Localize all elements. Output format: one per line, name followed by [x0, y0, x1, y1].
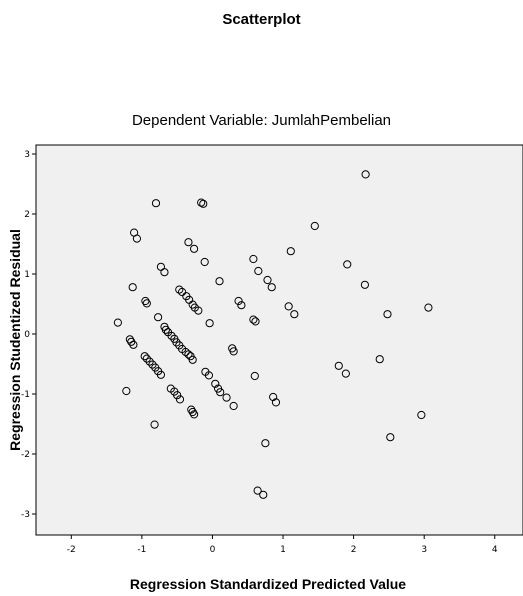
- scatter-point: [175, 285, 184, 294]
- y-tick-label: -2: [21, 450, 30, 460]
- scatter-point: [154, 313, 163, 322]
- scatter-point: [417, 410, 426, 420]
- scatter-point: [250, 371, 259, 381]
- scatter-point: [150, 420, 159, 429]
- scatter-point: [290, 310, 299, 319]
- x-tick-label: -2: [67, 545, 76, 555]
- scatter-point: [141, 296, 150, 306]
- scatter-point: [187, 405, 196, 414]
- y-axis-ticks: 3 2 1 0 -1 -2 -3: [21, 150, 36, 520]
- scatter-point: [229, 401, 238, 411]
- scatter-point: [160, 268, 169, 277]
- scatter-point: [178, 287, 187, 297]
- scatter-point: [341, 369, 350, 378]
- scatter-point: [375, 355, 384, 364]
- scatter-point: [261, 439, 270, 448]
- chart-subtitle: Dependent Variable: JumlahPembelian: [132, 112, 391, 129]
- y-tick-label: 1: [24, 270, 30, 280]
- scatter-point: [211, 379, 220, 388]
- scatter-point: [184, 350, 193, 359]
- scatter-point: [310, 221, 319, 231]
- scatter-point: [172, 338, 181, 347]
- scatter-point: [129, 340, 138, 349]
- scatter-point: [361, 170, 370, 179]
- scatter-point: [259, 490, 268, 499]
- scatter-point: [132, 234, 142, 243]
- scatter-point: [286, 247, 295, 256]
- x-tick-label: 3: [421, 545, 427, 555]
- scatter-point: [128, 283, 137, 292]
- x-tick-label: 2: [351, 545, 357, 555]
- scatter-point: [122, 386, 131, 396]
- y-axis-label: Regression Studentized Residual: [7, 229, 23, 451]
- scatter-point: [151, 199, 161, 208]
- chart-title: Scatterplot: [222, 11, 300, 28]
- scatter-point: [113, 318, 122, 327]
- scatter-point: [188, 355, 197, 364]
- scatter-point: [343, 260, 352, 269]
- scatter-point: [167, 331, 176, 340]
- scatter-point: [360, 280, 370, 289]
- y-tick-label: -1: [21, 390, 30, 400]
- scatter-point: [229, 347, 238, 356]
- y-tick-label: 0: [24, 330, 30, 340]
- scatter-point: [253, 486, 262, 495]
- scatter-points: [113, 170, 433, 499]
- scatter-point: [194, 306, 203, 315]
- scatter-point: [156, 370, 166, 379]
- scatter-point: [284, 302, 293, 311]
- scatter-point: [181, 347, 190, 357]
- scatter-point: [267, 283, 276, 292]
- scatter-point: [142, 299, 151, 308]
- scatter-point: [148, 360, 157, 369]
- scatter-point: [383, 310, 392, 319]
- scatter-point: [215, 277, 224, 286]
- plot-area: [35, 144, 523, 536]
- x-tick-label: 4: [492, 545, 498, 555]
- scatter-point: [334, 361, 343, 370]
- scatter-point: [205, 319, 214, 328]
- x-tick-label: -1: [137, 545, 146, 555]
- scatter-point: [184, 238, 193, 247]
- scatter-point: [175, 395, 185, 404]
- scatter-point: [200, 257, 209, 267]
- scatter-point: [189, 410, 199, 419]
- scatter-point: [234, 296, 243, 306]
- scatter-point: [222, 393, 231, 402]
- scatter-point: [173, 391, 182, 400]
- y-tick-label: -3: [21, 510, 30, 520]
- scatter-point: [142, 354, 151, 363]
- x-axis-ticks: -2 -1 0 1 2 3 4: [67, 535, 498, 555]
- scatter-point: [251, 317, 260, 326]
- scatter-point: [161, 325, 170, 334]
- y-tick-label: 2: [24, 210, 30, 220]
- scatter-point: [386, 433, 395, 442]
- scatter-point: [189, 244, 199, 253]
- scatter-point: [424, 303, 433, 312]
- scatter-point: [204, 371, 214, 380]
- scatter-point: [254, 266, 263, 276]
- y-tick-label: 3: [24, 150, 30, 160]
- scatter-point: [216, 388, 225, 397]
- scatter-point: [188, 407, 197, 417]
- scatter-point: [140, 352, 149, 361]
- scatter-point: [197, 198, 206, 207]
- x-axis-label: Regression Standardized Predicted Value: [130, 576, 406, 592]
- scatter-point: [199, 199, 208, 208]
- scatter-point: [249, 254, 258, 264]
- x-tick-label: 0: [210, 545, 216, 555]
- scatter-point: [145, 357, 154, 366]
- scatter-point: [271, 398, 281, 407]
- scatter-point: [249, 315, 258, 324]
- x-tick-label: 1: [280, 545, 286, 555]
- scatter-point: [263, 275, 272, 285]
- scatter-point: [237, 301, 246, 310]
